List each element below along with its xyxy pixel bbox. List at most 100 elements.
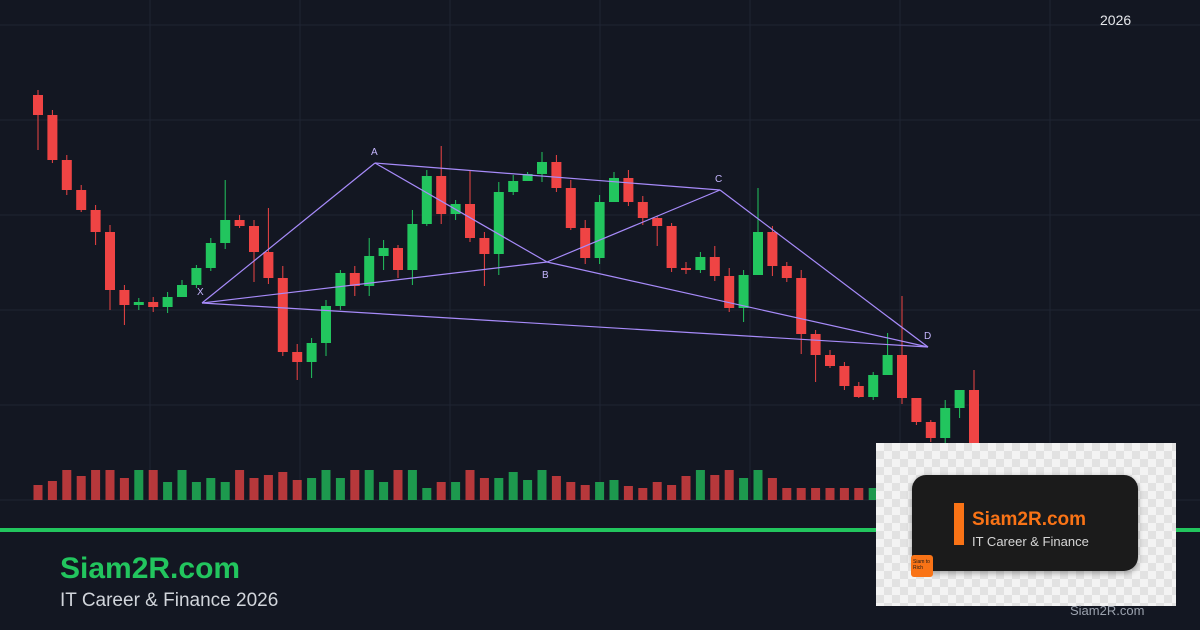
candle-body (191, 268, 202, 285)
volume-bar (177, 470, 187, 500)
candle-body (825, 355, 835, 366)
volume-bar (494, 478, 504, 500)
volume-bar (119, 478, 129, 500)
volume-bar (436, 482, 446, 500)
candle-body (105, 232, 115, 290)
candle-body (724, 276, 735, 308)
candle-body (839, 366, 850, 386)
candle-body (133, 302, 144, 305)
candle-body (220, 220, 231, 243)
candle-body (277, 278, 288, 352)
candle-body (465, 204, 475, 238)
candle-body (306, 343, 317, 362)
volume-bar (451, 482, 461, 500)
volume-bar (206, 478, 216, 500)
volume-bar (307, 478, 317, 500)
candle-body (177, 285, 187, 297)
volume-bar (724, 470, 734, 500)
candle-body (623, 178, 634, 202)
volume-bar (321, 470, 331, 500)
candle-body (666, 226, 677, 268)
volume-bar (753, 470, 763, 500)
volume-bar (739, 478, 749, 500)
candle-body (810, 334, 821, 355)
volume-bar (220, 482, 230, 500)
candle-body (378, 248, 389, 256)
volume-bar (163, 482, 173, 500)
pattern-line (546, 261, 929, 348)
candle-body (61, 160, 72, 190)
chart-year-label: 2026 (1100, 12, 1132, 28)
candle-body (148, 302, 159, 307)
candle-body (652, 218, 663, 226)
xabcd-pattern: X A B C D (197, 147, 931, 348)
candle-body (90, 210, 101, 232)
volume-bar (47, 481, 57, 500)
volume-bar (551, 476, 561, 500)
candle-body (479, 238, 490, 254)
volume-bar (407, 470, 417, 500)
candle-body (853, 386, 864, 397)
volume-bar (292, 480, 302, 500)
candle-body (508, 181, 519, 192)
volume-bar (710, 475, 720, 500)
footer-tagline: IT Career & Finance 2026 (60, 590, 279, 611)
candle-body (709, 257, 720, 276)
candle-body (407, 224, 418, 270)
volume-bar (62, 470, 72, 500)
candle-body (767, 232, 778, 266)
logo-title: Siam2R.com (972, 509, 1087, 530)
candle-body (33, 95, 43, 115)
candle-body (234, 220, 245, 226)
candle-body (695, 257, 706, 270)
volume-bar (854, 488, 864, 500)
candle-body (753, 232, 763, 275)
candle-body (393, 248, 403, 270)
volume-bar (652, 482, 662, 500)
candle-body (349, 273, 360, 286)
candle-body (565, 188, 576, 228)
volume-bar (580, 485, 590, 500)
candlesticks (33, 90, 979, 455)
candle-body (580, 228, 591, 258)
pattern-label-x: X (197, 287, 204, 298)
candle-body (868, 375, 879, 397)
volume-bar (191, 482, 201, 500)
volume-bar (134, 470, 144, 500)
volume-bar (667, 485, 677, 500)
candle-body (911, 398, 922, 422)
candle-body (119, 290, 130, 305)
pattern-label-c: C (715, 174, 722, 185)
price-chart: X A B C D (0, 0, 1200, 501)
candle-body (321, 306, 331, 343)
pattern-line (546, 189, 721, 263)
candle-body (796, 278, 807, 334)
pattern-label-b: B (542, 270, 549, 281)
pattern-line (374, 162, 721, 191)
volume-bar (249, 478, 259, 500)
logo-accent-bar (954, 503, 964, 545)
candle-body (537, 162, 547, 174)
volume-bar (263, 475, 273, 500)
pattern-line (201, 162, 376, 304)
footer-brand: Siam2R.com (60, 552, 241, 585)
volume-bar (393, 470, 403, 500)
candle-body (609, 178, 619, 202)
pattern-label-d: D (924, 331, 931, 342)
logo-card: Siam2R.com IT Career & Finance Siam to R… (876, 443, 1176, 606)
logo-subtitle: IT Career & Finance (972, 534, 1089, 549)
candle-body (162, 297, 173, 307)
candle-body (249, 226, 259, 252)
volume-bar (350, 470, 360, 500)
volume-bar (148, 470, 158, 500)
candle-body (594, 202, 605, 258)
logo-panel: Siam2R.com IT Career & Finance (912, 475, 1138, 571)
volume-bar (623, 486, 633, 500)
volume-bar (508, 472, 518, 500)
pattern-line (201, 302, 929, 348)
candle-body (738, 275, 749, 308)
volume-bar (695, 470, 705, 500)
volume-bar (537, 470, 547, 500)
candle-body (263, 252, 274, 278)
pattern-line (201, 261, 548, 304)
